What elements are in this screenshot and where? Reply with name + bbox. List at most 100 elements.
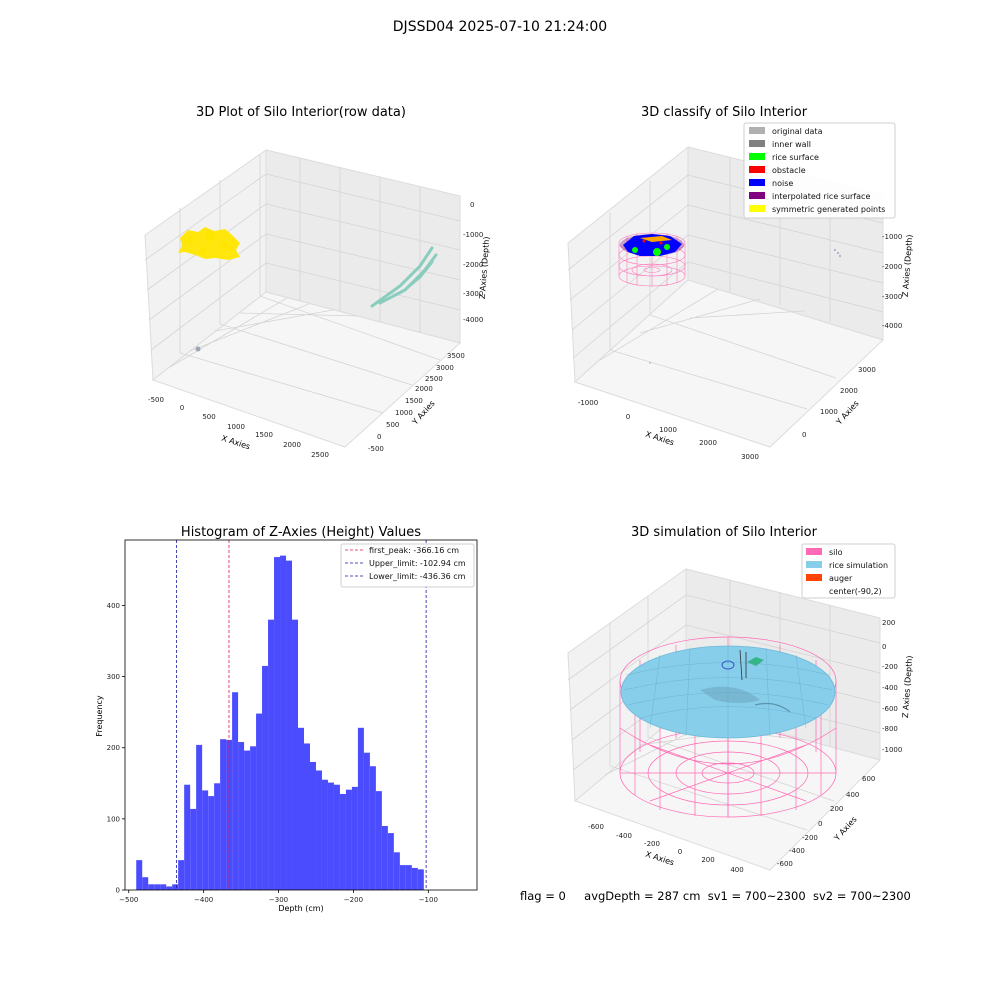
histogram-bar bbox=[315, 770, 322, 890]
histogram-bar bbox=[136, 860, 143, 890]
histogram-legend-label: Lower_limit: -436.36 cm bbox=[369, 572, 466, 581]
simulation-legend-swatch bbox=[806, 574, 822, 581]
simulation-xlabel: X Axies bbox=[644, 850, 675, 868]
simulation-rice-surface bbox=[620, 645, 836, 739]
raw-ytick: 3000 bbox=[436, 364, 454, 372]
simulation-zlabel: Z Axies (Depth) bbox=[901, 655, 914, 718]
histogram-bar bbox=[417, 869, 424, 890]
classify-ztick: -3000 bbox=[882, 293, 902, 301]
simulation-ytick: 200 bbox=[830, 805, 843, 813]
classify-legend-swatch bbox=[749, 192, 765, 199]
raw-ytick: 2500 bbox=[425, 375, 443, 383]
simulation-ztick: -400 bbox=[882, 684, 898, 692]
classify-legend-label: interpolated rice surface bbox=[772, 192, 870, 201]
classify-legend-frame bbox=[743, 122, 896, 219]
simulation-xtick: -400 bbox=[616, 832, 632, 840]
classify-ytick: 2000 bbox=[840, 387, 858, 395]
classify-xtick: 1000 bbox=[659, 426, 677, 434]
simulation-ytick: -200 bbox=[802, 834, 818, 842]
classify-legend-label: inner wall bbox=[772, 140, 811, 149]
histogram-bar bbox=[381, 825, 388, 890]
histogram-bar bbox=[309, 761, 316, 890]
histogram-bars bbox=[136, 555, 424, 890]
raw-ztick: -2000 bbox=[463, 261, 483, 269]
histogram-ytick-label: 200 bbox=[107, 744, 120, 752]
raw-teal-strands bbox=[370, 246, 438, 308]
classify-ztick: -4000 bbox=[882, 322, 902, 330]
histogram-xtick-label: −500 bbox=[119, 896, 138, 904]
histogram-bar bbox=[351, 786, 358, 890]
classify-ytick: 0 bbox=[802, 431, 806, 439]
simulation-panel: 3D simulation of Silo Interior bbox=[567, 525, 914, 874]
histogram-bar bbox=[321, 779, 328, 890]
raw-xtick: 1500 bbox=[255, 431, 273, 439]
classify-ztick: -1000 bbox=[882, 233, 902, 241]
histogram-bar bbox=[298, 727, 304, 890]
raw-panel-title: 3D Plot of Silo Interior(row data) bbox=[196, 105, 406, 120]
histogram-yticks: 0 100 200 300 400 bbox=[107, 602, 125, 895]
histogram-bar bbox=[226, 739, 233, 890]
histogram-ytick-label: 300 bbox=[107, 673, 120, 681]
classify-xtick: -1000 bbox=[578, 399, 598, 407]
histogram-legend-frame bbox=[340, 543, 475, 588]
simulation-ytick: 400 bbox=[846, 791, 859, 799]
raw-ytick: 0 bbox=[377, 433, 381, 441]
simulation-silo-wireframe bbox=[619, 636, 837, 818]
histogram-legend-label: first_peak: -366.16 cm bbox=[369, 546, 459, 555]
simulation-ztick: -200 bbox=[882, 663, 898, 671]
simulation-ylabel: Y Axies bbox=[832, 815, 859, 843]
histogram-bar bbox=[190, 808, 197, 890]
histogram-bar bbox=[250, 746, 257, 890]
histogram-bar bbox=[244, 750, 251, 890]
simulation-legend-frame bbox=[801, 543, 896, 599]
histogram-bar bbox=[202, 790, 209, 890]
raw-xtick: 2000 bbox=[283, 441, 301, 449]
classify-ylabel: Y Axies bbox=[834, 399, 861, 427]
histogram-xlabel: Depth (cm) bbox=[278, 904, 323, 913]
classify-panel-title: 3D classify of Silo Interior bbox=[641, 105, 808, 120]
histogram-bar bbox=[208, 796, 215, 890]
classify-xtick: 2000 bbox=[699, 439, 717, 447]
histogram-xticks: −500 −400 −300 −200 −100 bbox=[119, 890, 438, 904]
classify-panel: 3D classify of Silo Interior bbox=[567, 105, 914, 461]
histogram-bar bbox=[327, 782, 334, 890]
histogram-bar bbox=[375, 791, 382, 890]
raw-ytick: 1500 bbox=[405, 397, 423, 405]
raw-xtick: 2500 bbox=[311, 451, 329, 459]
histogram-bar bbox=[214, 783, 221, 890]
histogram-title: Histogram of Z-Axies (Height) Values bbox=[181, 525, 421, 540]
simulation-ztick: -600 bbox=[882, 705, 898, 713]
simulation-legend-label: silo bbox=[829, 548, 843, 557]
raw-ytick: 500 bbox=[386, 421, 399, 429]
avg-depth-value: avgDepth = 287 cm bbox=[584, 889, 701, 903]
flag-value: flag = 0 bbox=[520, 889, 566, 903]
histogram-xtick-label: −100 bbox=[419, 896, 438, 904]
simulation-legend-label: center(-90,2) bbox=[829, 587, 882, 596]
histogram-legend: first_peak: -366.16 cm Upper_limit: -102.… bbox=[340, 543, 475, 588]
raw-grey-point bbox=[195, 346, 201, 352]
histogram-bar bbox=[303, 743, 310, 890]
simulation-legend-label: rice simulation bbox=[829, 561, 888, 570]
histogram-axes-frame bbox=[124, 539, 478, 891]
sv2-value: sv2 = 700~2300 bbox=[812, 889, 911, 903]
classify-far-points bbox=[649, 249, 841, 364]
classify-ytick: 1000 bbox=[820, 408, 838, 416]
raw-xtick: 1000 bbox=[227, 423, 245, 431]
histogram-ytick-label: 0 bbox=[116, 887, 120, 895]
figure-suptitle: DJSSD04 2025-07-10 21:24:00 bbox=[393, 19, 607, 35]
histogram-ytick-label: 400 bbox=[107, 602, 120, 610]
histogram-bar bbox=[280, 555, 287, 890]
histogram-bar bbox=[387, 833, 394, 890]
raw-ztick: -3000 bbox=[463, 290, 483, 298]
histogram-bar bbox=[160, 884, 167, 890]
histogram-bar bbox=[196, 744, 203, 890]
raw-ztick: 0 bbox=[470, 201, 474, 209]
simulation-xtick: -600 bbox=[588, 823, 604, 831]
histogram-bar bbox=[363, 752, 370, 890]
simulation-ztick: -1000 bbox=[882, 746, 902, 754]
raw-xtick: 0 bbox=[180, 404, 184, 412]
classify-legend-label: original data bbox=[772, 127, 823, 136]
simulation-ztick: -800 bbox=[882, 725, 898, 733]
simulation-ytick: 600 bbox=[862, 775, 875, 783]
classify-xtick: 0 bbox=[626, 413, 630, 421]
